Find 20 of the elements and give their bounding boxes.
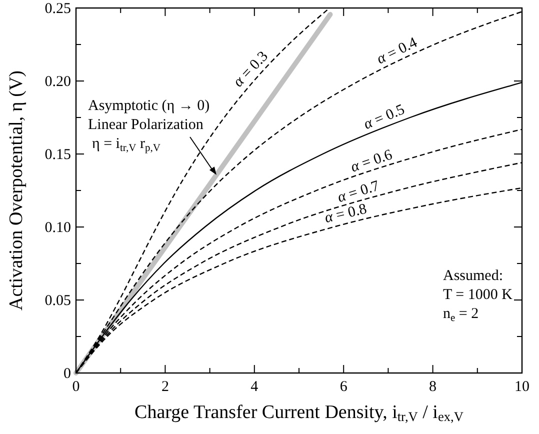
text: α = 0.4 [374,34,420,68]
x-axis-title: Charge Transfer Current Density, i$_{tr,V}$ / i$_{ex,V}$ [134,402,464,424]
y-tick-label: 0.20 [44,74,71,90]
x-tick-label: 8 [429,379,437,395]
x-tick-label: 10 [514,379,530,395]
text: α = 0.6 [348,146,395,176]
y-tick-label: 0.05 [44,293,71,309]
y-tick-label: 0.15 [44,147,71,163]
x-tick-label: 2 [161,379,169,395]
annotation: Assumed: T = 1000 K n$_{e}$ = 2 [443,268,513,324]
y-tick-label: 0.10 [44,220,71,236]
text: α = 0.8 [323,201,368,227]
x-tick-label: 4 [250,379,259,395]
y-axis-title: Activation Overpotential, η (V) [6,70,27,310]
x-tick-label: 6 [340,379,348,395]
y-tick-label: 0 [64,366,71,382]
text: α = 0.3 [230,48,272,90]
text: α = 0.5 [362,102,408,133]
y-tick-label: 0.25 [44,1,71,17]
annotation: Asymptotic (η → 0) Linear Polarization η = i$_{tr,V}$ r$_{p,V}$ [88,98,210,154]
